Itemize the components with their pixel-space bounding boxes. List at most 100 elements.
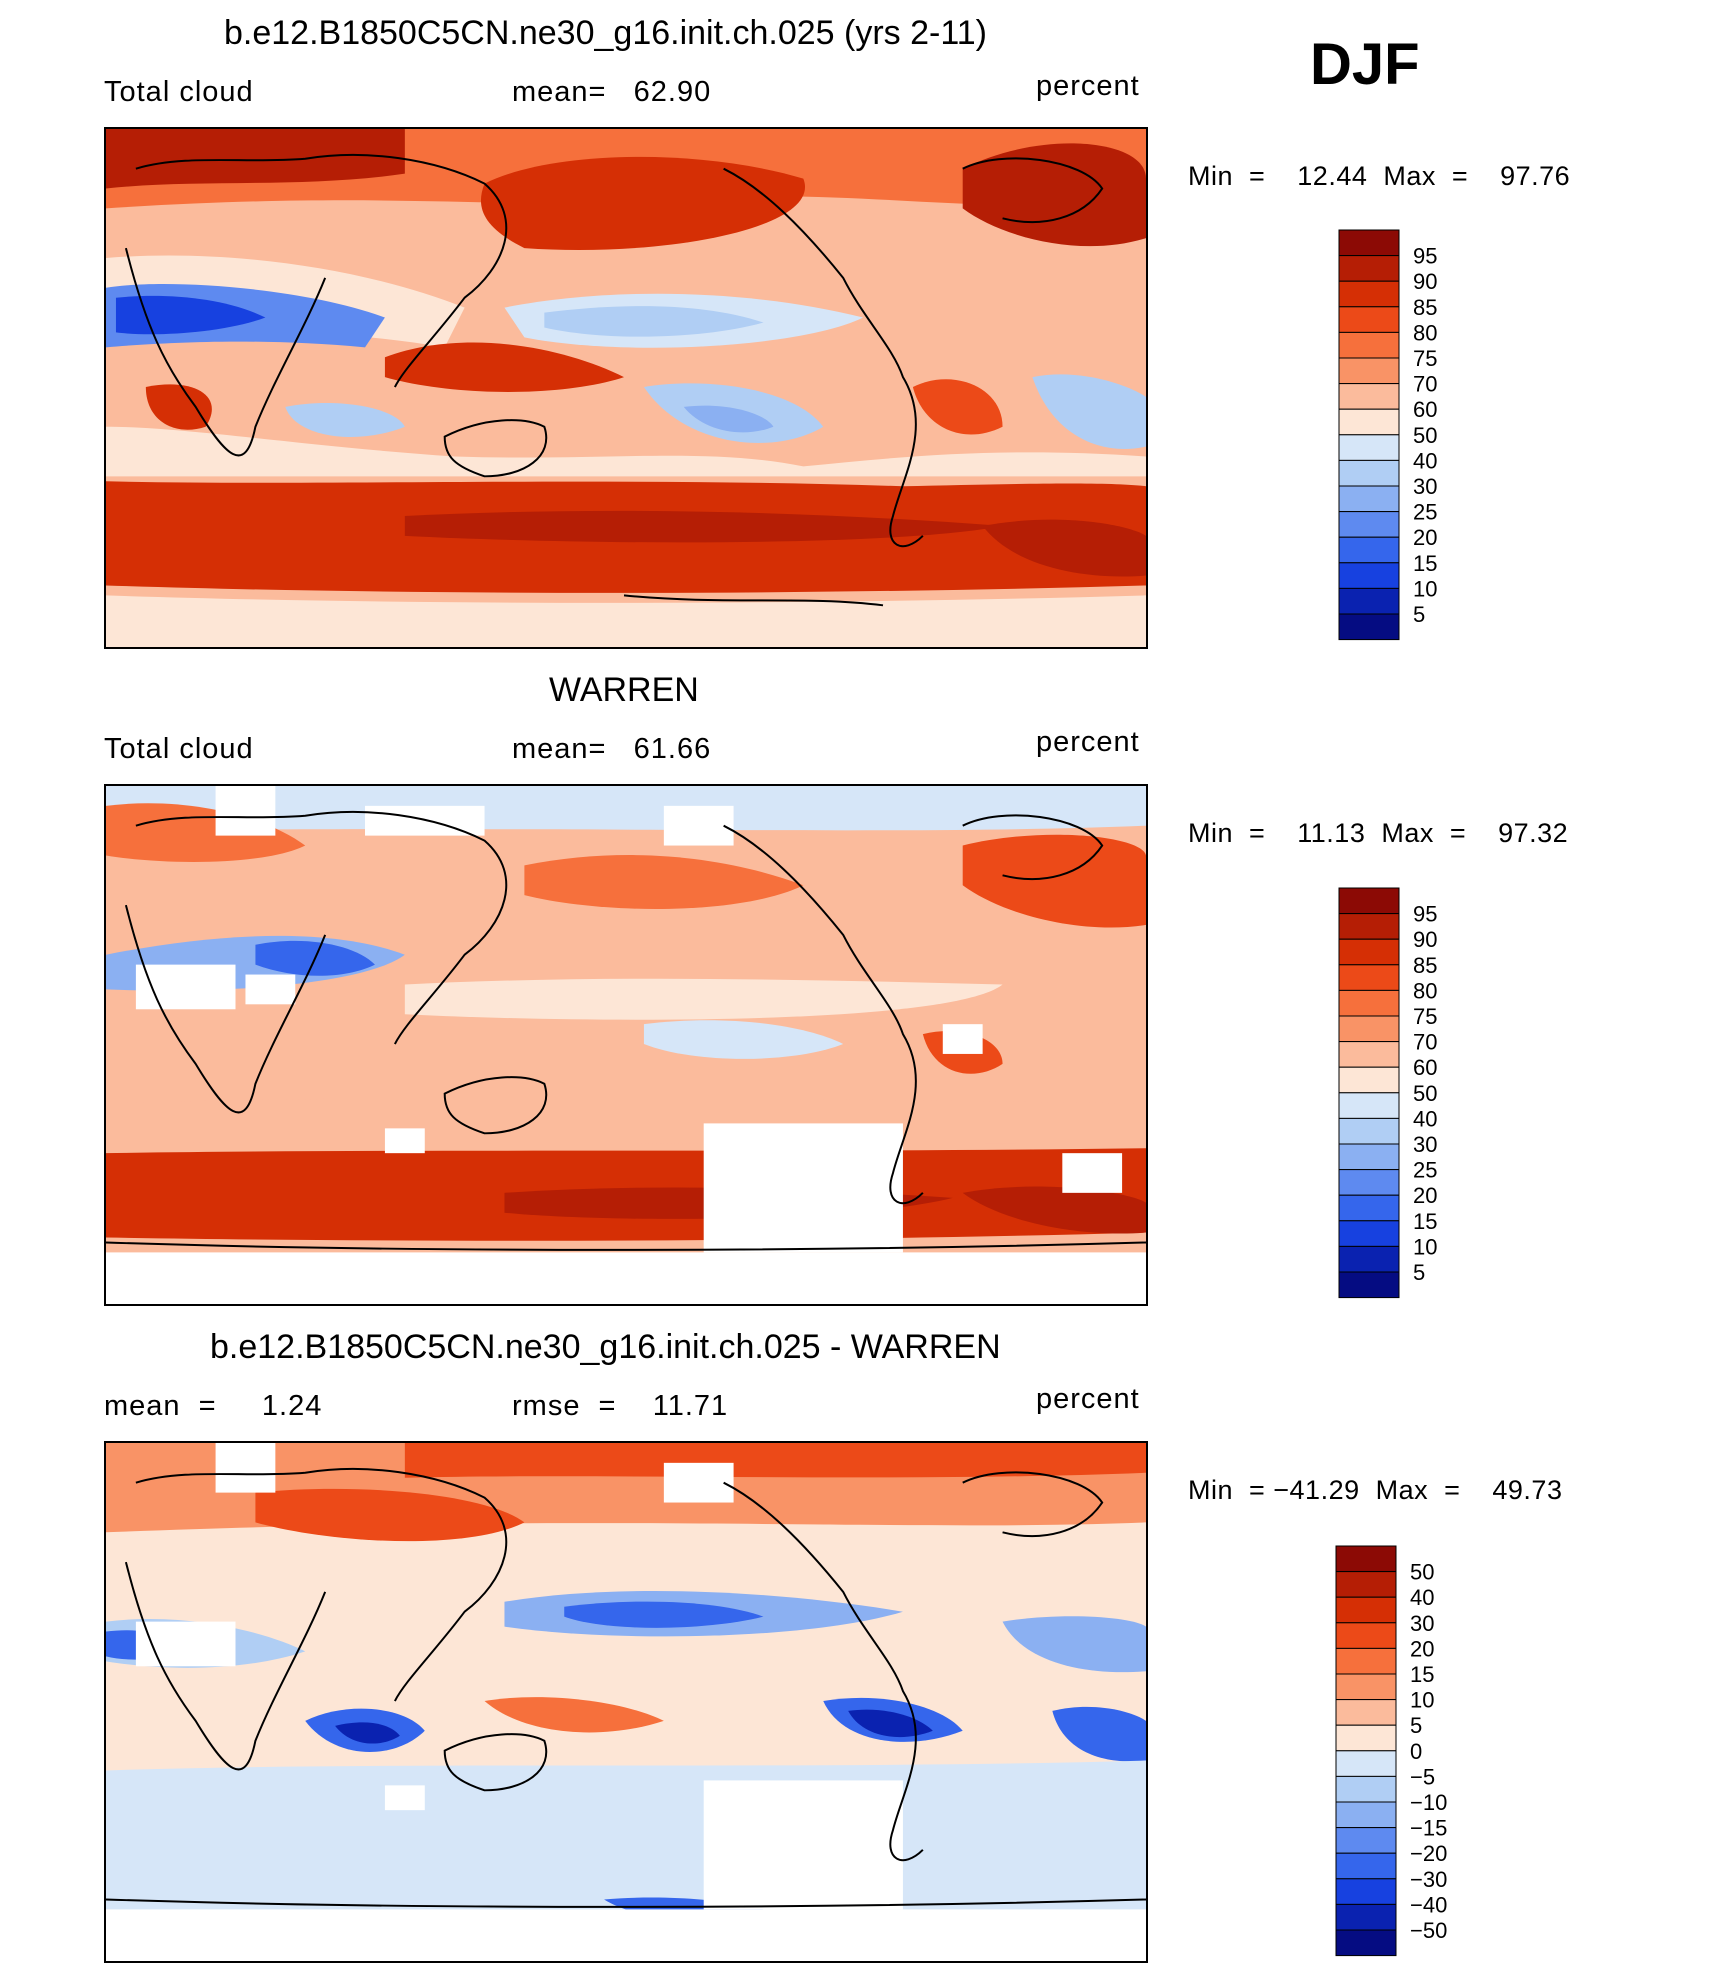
colorbar-swatch bbox=[1338, 1041, 1400, 1068]
colorbar-swatch bbox=[1338, 1143, 1400, 1171]
colorbar-swatch bbox=[1338, 511, 1400, 538]
colorbar-tick-label: 15 bbox=[1413, 1209, 1437, 1234]
colorbar-tick-label: 50 bbox=[1413, 1081, 1437, 1106]
colorbar-swatch bbox=[1335, 1903, 1397, 1931]
colorbar-tick-label: 50 bbox=[1413, 423, 1437, 448]
colorbar-tick-label: 40 bbox=[1413, 1106, 1437, 1131]
colorbar-tick-label: 40 bbox=[1413, 448, 1437, 473]
colorbar-swatch bbox=[1335, 1929, 1397, 1957]
colorbar-tick-label: −5 bbox=[1410, 1764, 1435, 1789]
colorbar-swatch bbox=[1338, 1015, 1400, 1043]
colorbar-tick-label: 85 bbox=[1413, 295, 1437, 320]
panel2-contour-field bbox=[106, 786, 1146, 1304]
colorbar-swatch bbox=[1338, 1220, 1400, 1247]
colorbar-swatch bbox=[1335, 1571, 1397, 1598]
panel1-units-label: percent bbox=[1036, 70, 1140, 102]
panel2-minmax-label: Min = 11.13 Max = 97.32 bbox=[1188, 818, 1569, 848]
colorbar-tick-label: −10 bbox=[1410, 1790, 1447, 1815]
colorbar-swatch bbox=[1338, 562, 1400, 589]
panel2-mean-label: mean= 61.66 bbox=[512, 733, 712, 765]
colorbar-swatch bbox=[1338, 913, 1400, 940]
colorbar-swatch bbox=[1338, 989, 1400, 1017]
colorbar-tick-label: 0 bbox=[1410, 1739, 1422, 1764]
colorbar-swatch bbox=[1338, 383, 1400, 410]
colorbar-swatch bbox=[1335, 1673, 1397, 1701]
colorbar-swatch bbox=[1335, 1596, 1397, 1624]
panel3-units-label: percent bbox=[1036, 1383, 1140, 1415]
colorbar-tick-label: 75 bbox=[1413, 1004, 1437, 1029]
panel1-map bbox=[104, 127, 1148, 649]
colorbar-swatch bbox=[1338, 459, 1400, 487]
colorbar-tick-label: −15 bbox=[1410, 1816, 1447, 1841]
colorbar-swatch bbox=[1335, 1724, 1397, 1752]
colorbar-swatch bbox=[1338, 306, 1400, 333]
colorbar-tick-label: 10 bbox=[1413, 576, 1437, 601]
panel2-title: WARREN bbox=[549, 671, 699, 709]
colorbar-tick-label: 5 bbox=[1413, 602, 1425, 627]
colorbar-tick-label: 70 bbox=[1413, 372, 1437, 397]
colorbar-swatch bbox=[1338, 229, 1400, 257]
colorbar-swatch bbox=[1338, 1245, 1400, 1273]
season-label: DJF bbox=[1310, 32, 1420, 97]
colorbar-swatch bbox=[1335, 1647, 1397, 1675]
colorbar-swatch bbox=[1338, 587, 1400, 615]
colorbar-tick-label: 40 bbox=[1410, 1585, 1434, 1610]
panel2-units-label: percent bbox=[1036, 726, 1140, 758]
colorbar-tick-label: 90 bbox=[1413, 927, 1437, 952]
panel3-map bbox=[104, 1441, 1148, 1963]
colorbar-swatch bbox=[1338, 1169, 1400, 1196]
colorbar-tick-label: 20 bbox=[1410, 1636, 1434, 1661]
panel2-map bbox=[104, 784, 1148, 1306]
colorbar-swatch bbox=[1338, 1194, 1400, 1222]
colorbar-tick-label: 30 bbox=[1413, 1132, 1437, 1157]
colorbar-swatch bbox=[1335, 1801, 1397, 1829]
colorbar-tick-label: −20 bbox=[1410, 1841, 1447, 1866]
panel3-rmse-label: rmse = 11.71 bbox=[512, 1390, 729, 1422]
colorbar-swatch bbox=[1338, 938, 1400, 966]
colorbar-tick-label: 20 bbox=[1413, 525, 1437, 550]
colorbar-swatch bbox=[1335, 1750, 1397, 1777]
colorbar-swatch bbox=[1338, 1117, 1400, 1145]
panel3-contour-field bbox=[106, 1443, 1146, 1961]
colorbar-tick-label: 10 bbox=[1410, 1688, 1434, 1713]
colorbar-swatch bbox=[1338, 613, 1400, 641]
colorbar-swatch bbox=[1338, 1092, 1400, 1119]
colorbar-swatch bbox=[1338, 1066, 1400, 1094]
colorbar-swatch bbox=[1338, 280, 1400, 308]
panel2-variable-label: Total cloud bbox=[104, 733, 254, 765]
colorbar-tick-label: 75 bbox=[1413, 346, 1437, 371]
colorbar-swatch bbox=[1335, 1878, 1397, 1905]
colorbar-tick-label: 10 bbox=[1413, 1234, 1437, 1259]
colorbar-tick-label: 70 bbox=[1413, 1030, 1437, 1055]
colorbar-swatch bbox=[1338, 485, 1400, 513]
colorbar-tick-label: 30 bbox=[1413, 474, 1437, 499]
colorbar-tick-label: 25 bbox=[1413, 1158, 1437, 1183]
colorbar-swatch bbox=[1338, 357, 1400, 385]
panel1-title: b.e12.B1850C5CN.ne30_g16.init.ch.025 (yr… bbox=[224, 14, 987, 52]
colorbar-tick-label: 5 bbox=[1413, 1260, 1425, 1285]
colorbar-tick-label: −40 bbox=[1410, 1892, 1447, 1917]
panel3-title: b.e12.B1850C5CN.ne30_g16.init.ch.025 - W… bbox=[210, 1328, 1001, 1366]
colorbar-swatch bbox=[1335, 1699, 1397, 1726]
colorbar-swatch bbox=[1338, 331, 1400, 359]
panel1-mean-label: mean= 62.90 bbox=[512, 76, 712, 108]
colorbar-swatch bbox=[1335, 1545, 1397, 1573]
colorbar-swatch bbox=[1335, 1622, 1397, 1649]
colorbar-tick-label: 30 bbox=[1410, 1611, 1434, 1636]
colorbar-swatch bbox=[1338, 964, 1400, 991]
colorbar-swatch bbox=[1338, 1271, 1400, 1299]
colorbar-tick-label: 60 bbox=[1413, 397, 1437, 422]
colorbar-tick-label: 95 bbox=[1413, 244, 1437, 269]
colorbar-tick-label: 15 bbox=[1413, 551, 1437, 576]
colorbar-swatch bbox=[1338, 887, 1400, 915]
colorbar-tick-label: 15 bbox=[1410, 1662, 1434, 1687]
colorbar-swatch bbox=[1335, 1827, 1397, 1854]
colorbar-swatch bbox=[1335, 1775, 1397, 1803]
panel1-variable-label: Total cloud bbox=[104, 76, 254, 108]
panel3-mean-label: mean = 1.24 bbox=[104, 1390, 323, 1422]
panel1-contour-field bbox=[106, 129, 1146, 647]
panel1-minmax-label: Min = 12.44 Max = 97.76 bbox=[1188, 161, 1571, 191]
